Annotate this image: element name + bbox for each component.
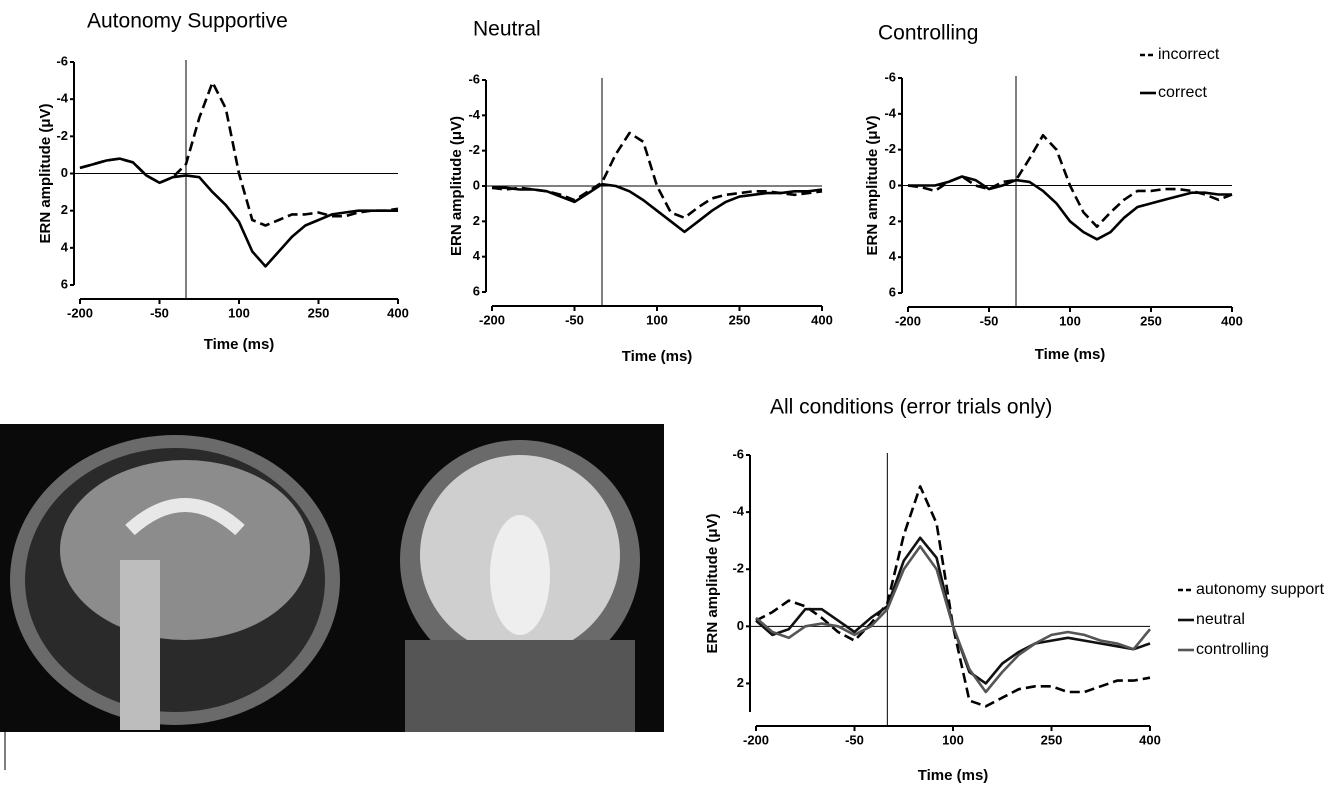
- x-tick-label: -200: [895, 313, 921, 328]
- legend-label: incorrect: [1158, 46, 1220, 63]
- y-tick-label: -4: [732, 504, 744, 519]
- y-tick-label: 4: [889, 249, 897, 264]
- y-axis-label: ERN amplitude (μV): [448, 116, 465, 256]
- chart-title: Autonomy Supportive: [87, 10, 288, 33]
- x-tick-label: -200: [743, 732, 769, 747]
- chart-panel: -6 -4 -2 0 2 4 6 -200 -50 100 250 400 Time (ms) ERN a…: [448, 18, 833, 365]
- figure: -6-4-20246-200-50100250400Time (ms)ERN a…: [0, 0, 1335, 786]
- y-tick-label: -2: [56, 128, 68, 143]
- x-tick-label: 250: [308, 305, 330, 320]
- y-tick-label: -2: [732, 561, 744, 576]
- legend-label: correct: [1158, 84, 1207, 101]
- x-tick-label: 250: [1041, 732, 1063, 747]
- x-axis-label: Time (ms): [622, 348, 693, 365]
- y-tick-label: -2: [468, 142, 480, 157]
- y-tick-label: 6: [473, 283, 480, 298]
- x-axis-label: Time (ms): [1035, 346, 1106, 363]
- y-axis-label: ERN amplitude (μV): [864, 115, 881, 255]
- series-line: [908, 135, 1232, 226]
- series-line: [492, 133, 822, 218]
- x-tick-label: -50: [980, 313, 999, 328]
- x-axis-label: Time (ms): [204, 336, 275, 353]
- chart-title: All conditions (error trials only): [770, 396, 1052, 419]
- y-tick-label: -6: [468, 71, 480, 86]
- chart-title: Neutral: [473, 18, 541, 41]
- y-tick-label: 4: [473, 248, 481, 263]
- x-tick-label: 100: [1059, 313, 1081, 328]
- x-tick-label: 400: [811, 312, 833, 327]
- y-axis-label: ERN amplitude (μV): [37, 103, 54, 243]
- y-tick-label: 2: [61, 202, 68, 217]
- y-tick-label: -2: [884, 141, 896, 156]
- y-tick-label: 2: [473, 213, 480, 228]
- series-line: [80, 82, 398, 225]
- chart-title: Controlling: [878, 22, 978, 45]
- y-tick-label: 2: [737, 675, 744, 690]
- y-tick-label: 6: [889, 284, 896, 299]
- x-tick-label: -50: [565, 312, 584, 327]
- y-tick-label: -6: [884, 69, 896, 84]
- x-tick-label: -200: [479, 312, 505, 327]
- y-tick-label: 0: [61, 165, 68, 180]
- y-axis-label: ERN amplitude (μV): [704, 513, 721, 653]
- y-tick-label: -6: [56, 53, 68, 68]
- y-tick-label: 0: [473, 177, 480, 192]
- x-tick-label: 100: [228, 305, 250, 320]
- x-tick-label: -50: [845, 732, 864, 747]
- series-line: [756, 538, 1150, 684]
- brain-image: [0, 424, 664, 770]
- y-tick-label: -4: [56, 91, 68, 106]
- legend-label: neutral: [1196, 611, 1245, 628]
- y-tick-label: -6: [732, 446, 744, 461]
- y-tick-label: 6: [61, 276, 68, 291]
- y-tick-label: 0: [889, 177, 896, 192]
- chart-panel: -6 -4 -2 0 2 4 6 -200 -50 100 250 400 Time (ms) ERN a…: [864, 22, 1243, 363]
- x-tick-label: 250: [729, 312, 751, 327]
- x-tick-label: 400: [387, 305, 409, 320]
- x-tick-label: -200: [67, 305, 93, 320]
- x-axis-label: Time (ms): [918, 767, 989, 784]
- x-tick-label: 100: [646, 312, 668, 327]
- y-tick-label: 2: [889, 213, 896, 228]
- chart-panel: -6 -4 -2 0 2 4 6 -200 -50 100 250 400 Time (ms) ERN a…: [37, 10, 409, 353]
- series-line: [756, 486, 1150, 706]
- y-tick-label: 4: [61, 239, 69, 254]
- legend-label: controlling: [1196, 641, 1269, 658]
- chart-panel: -6 -4 -2 0 2 -200 -50 100 250 400 Time (ms) ERN amp…: [704, 396, 1325, 784]
- y-tick-label: -4: [884, 105, 896, 120]
- legend-label: autonomy support: [1196, 581, 1325, 598]
- x-tick-label: -50: [150, 305, 169, 320]
- y-tick-label: 0: [737, 618, 744, 633]
- x-tick-label: 100: [942, 732, 964, 747]
- x-tick-label: 250: [1140, 313, 1162, 328]
- x-tick-label: 400: [1139, 732, 1161, 747]
- y-tick-label: -4: [468, 107, 480, 122]
- x-tick-label: 400: [1221, 313, 1243, 328]
